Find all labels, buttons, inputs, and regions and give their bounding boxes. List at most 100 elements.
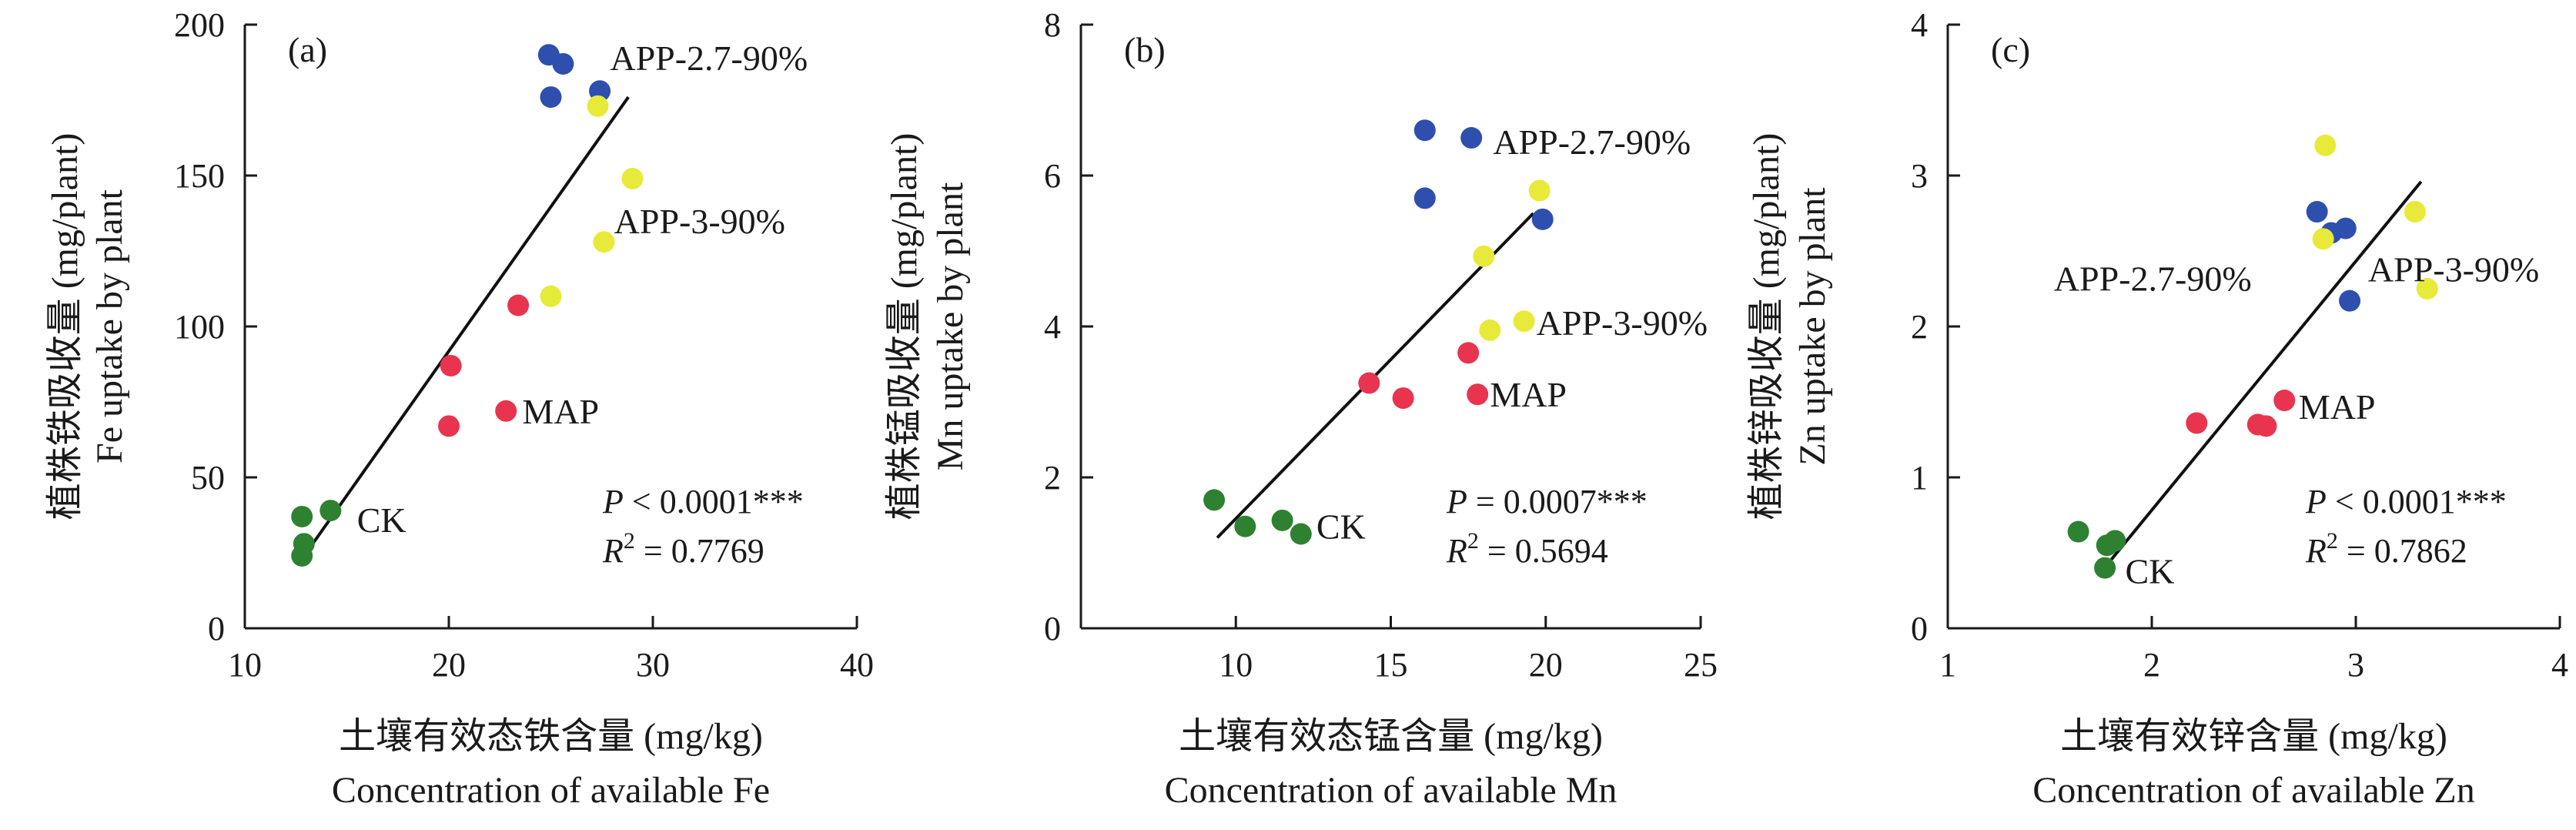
series-annotation: CK [357, 500, 406, 540]
y-tick-label: 0 [1044, 610, 1061, 648]
data-point-map [495, 400, 517, 422]
data-point-app-2-7-90- [2339, 289, 2361, 312]
data-point-ck [319, 500, 342, 522]
x-tick-label: 2 [2143, 646, 2160, 684]
data-point-app-3-90- [1473, 245, 1495, 267]
x-tick-label: 15 [1374, 646, 1408, 684]
data-point-ck [1290, 523, 1312, 545]
y-tick-label: 6 [1044, 157, 1061, 195]
data-point-ck [1203, 489, 1226, 511]
r2-label: R2 = 0.5694 [1446, 528, 1608, 570]
r-symbol: R [1446, 532, 1467, 570]
x-tick-label: 10 [228, 646, 262, 684]
x-tick-label: 20 [1529, 646, 1563, 684]
series-annotation: APP-3-90% [1537, 303, 1708, 343]
data-point-app-2-7-90- [1460, 127, 1483, 149]
data-point-map [2273, 390, 2296, 412]
y-tick-label: 50 [191, 459, 225, 497]
series-annotation: APP-2.7-90% [1493, 122, 1691, 162]
x-tick-label: 3 [2347, 646, 2364, 684]
r-symbol: R [2305, 532, 2327, 570]
data-point-app-2-7-90- [1413, 119, 1436, 142]
y-tick-label: 3 [1911, 157, 1928, 195]
x-axis-title-en: Concentration of available Mn [1165, 770, 1618, 811]
data-point-app-3-90- [2312, 228, 2334, 250]
x-axis-title-en: Concentration of available Zn [2032, 770, 2474, 811]
p-symbol: P [2305, 483, 2327, 520]
p-value-label: P < 0.0001*** [602, 483, 804, 520]
data-point-app-3-90- [2416, 278, 2438, 300]
data-point-app-3-90- [593, 231, 615, 253]
panel-label: (b) [1124, 30, 1166, 69]
series-annotation: APP-3-90% [2368, 250, 2539, 289]
data-point-ck [291, 505, 313, 527]
x-tick-label: 1 [1939, 646, 1956, 684]
x-tick-label: 10 [1219, 646, 1253, 684]
p-symbol: P [1446, 483, 1467, 520]
data-point-ck [1271, 509, 1293, 531]
x-axis-title-cn: 土壤有效态锰含量 (mg/kg) [1179, 716, 1603, 757]
r2-value: = 0.7769 [635, 532, 764, 570]
y-tick-label: 200 [174, 6, 225, 44]
data-point-app-2-7-90- [552, 52, 574, 75]
r2-value: = 0.5694 [1479, 532, 1608, 570]
panel-0: 0 50 100 150 200 10 20 30 40 (a) 植株铁吸收量 (mg/plant)… [45, 6, 874, 811]
y-axis-title-cn: 植株锌吸收量 (mg/plant) [1746, 133, 1787, 520]
x-axis-title-cn: 土壤有效锌含量 (mg/kg) [2060, 716, 2447, 757]
data-point-map [1467, 383, 1489, 406]
series-annotation: CK [2126, 552, 2175, 591]
y-tick-label: 100 [174, 308, 225, 346]
r-symbol: R [602, 532, 624, 570]
series-annotation: APP-3-90% [614, 202, 785, 241]
p-symbol: P [602, 483, 624, 520]
y-tick-label: 2 [1911, 308, 1928, 346]
y-axis-title-cn: 植株锰吸收量 (mg/plant) [884, 133, 925, 520]
y-axis-title-cn: 植株铁吸收量 (mg/plant) [45, 133, 85, 520]
y-tick-label: 150 [174, 157, 225, 195]
y-tick-label: 4 [1044, 308, 1061, 346]
r2-value: = 0.7862 [2338, 532, 2467, 570]
data-point-app-3-90- [621, 167, 644, 189]
data-point-app-3-90- [1479, 319, 1501, 341]
y-axis-title-en: Mn uptake by plant [930, 182, 971, 470]
data-point-app-2-7-90- [540, 86, 562, 109]
r-superscript: 2 [624, 528, 635, 554]
data-point-map [2186, 412, 2208, 434]
p-value: < 0.0001*** [2327, 483, 2507, 520]
y-tick-label: 2 [1044, 459, 1061, 497]
data-point-ck [291, 544, 313, 567]
data-point-app-3-90- [2404, 201, 2426, 223]
x-tick-label: 25 [1684, 646, 1718, 684]
y-tick-label: 4 [1911, 6, 1928, 44]
x-tick-label: 30 [636, 646, 670, 684]
panel-label: (c) [1991, 30, 2030, 69]
regression-line [298, 95, 630, 563]
data-point-map [438, 415, 460, 437]
data-point-app-3-90- [1528, 179, 1551, 202]
y-tick-label: 0 [208, 610, 225, 648]
panel-label: (a) [288, 30, 327, 69]
y-axis-title-en: Zn uptake by plant [1792, 187, 1833, 466]
r2-label: R2 = 0.7862 [2305, 528, 2467, 570]
data-point-ck [2094, 557, 2116, 579]
data-point-map [1457, 342, 1480, 364]
data-point-app-2-7-90- [2306, 201, 2328, 223]
data-point-map [2255, 415, 2277, 437]
data-point-app-3-90- [1513, 310, 1535, 333]
p-value-label: P < 0.0001*** [2305, 483, 2507, 520]
data-point-app-2-7-90- [1531, 208, 1554, 230]
series-annotation: APP-2.7-90% [610, 38, 808, 78]
y-tick-label: 1 [1911, 459, 1928, 497]
p-value: < 0.0001*** [624, 483, 804, 520]
r-superscript: 2 [1467, 528, 1479, 554]
data-point-map [507, 294, 530, 316]
series-annotation: MAP [1490, 375, 1567, 414]
data-point-app-3-90- [2314, 134, 2337, 156]
data-point-map [1358, 372, 1380, 394]
data-point-ck [2104, 530, 2126, 552]
series-annotation: MAP [522, 392, 599, 431]
data-point-ck [1234, 515, 1256, 537]
